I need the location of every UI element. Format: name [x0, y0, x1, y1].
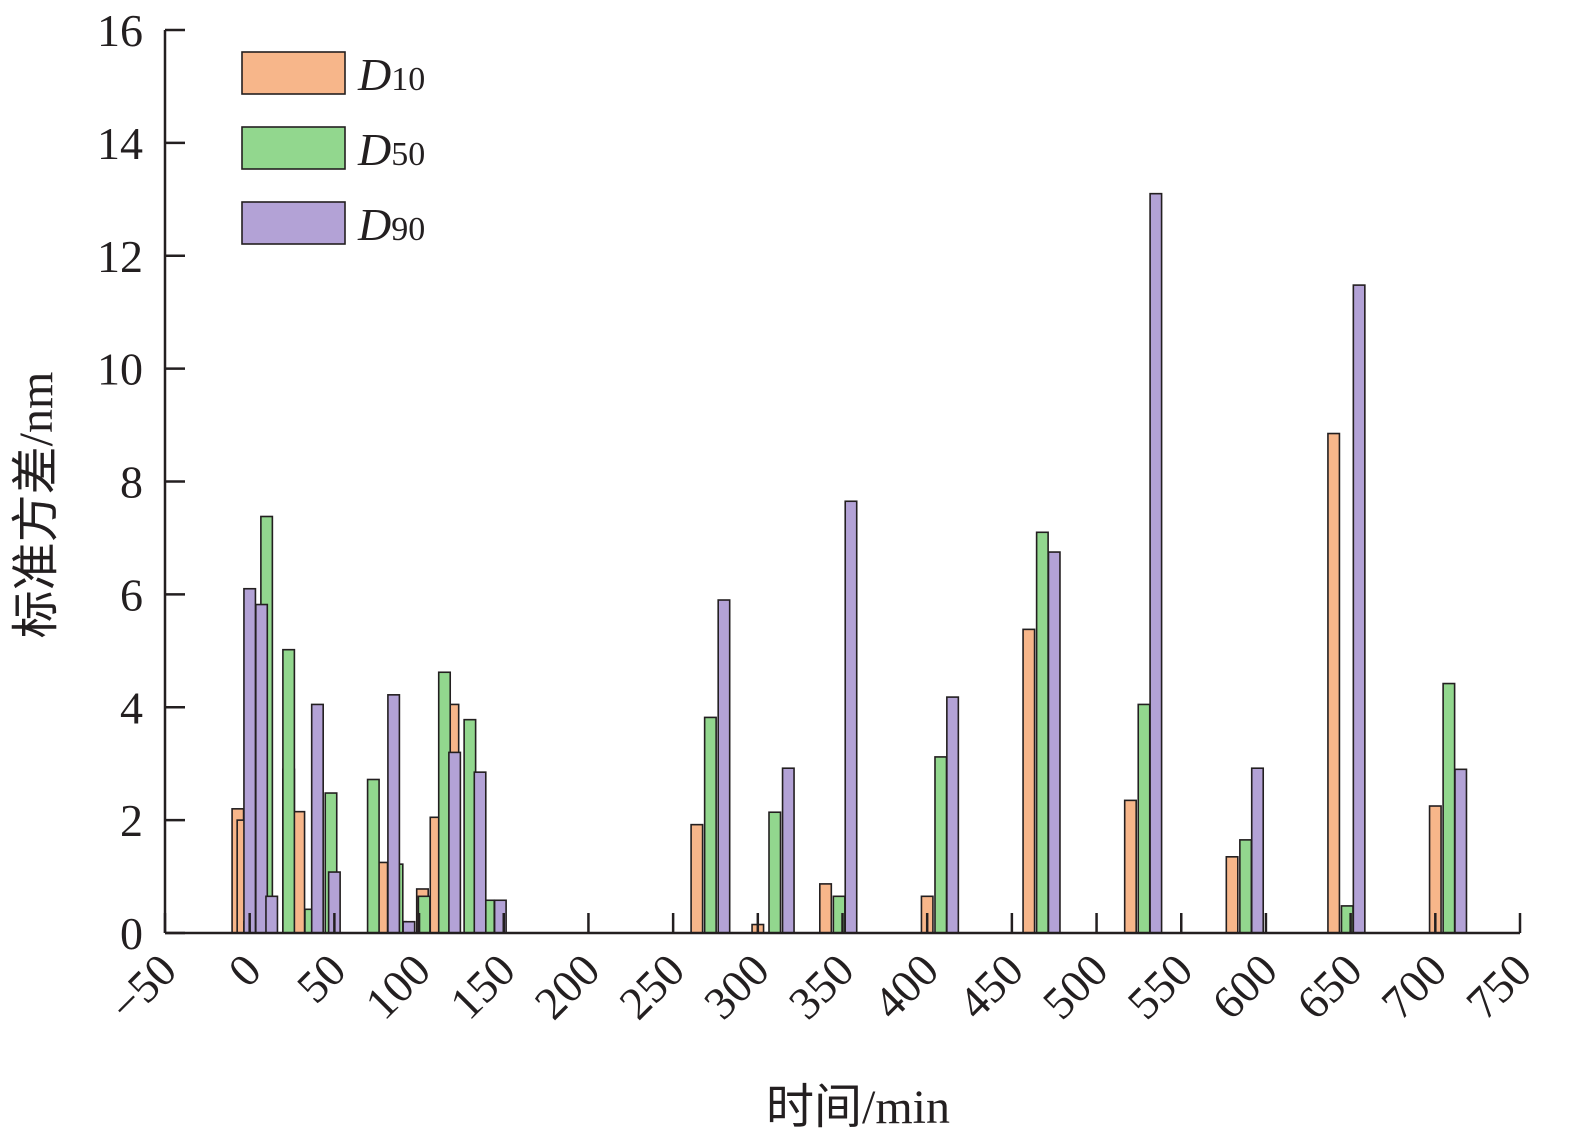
bar-d10 [690, 823, 704, 934]
bar-d90 [473, 771, 487, 934]
x-axis-title: 时间/min [766, 1081, 950, 1134]
y-axis-title: 标准方差/nm [10, 372, 63, 639]
legend-label-d90: D90 [357, 199, 425, 250]
x-tick-label: 550 [1117, 944, 1202, 1029]
bar-d90 [1352, 284, 1366, 934]
bars-layer [231, 192, 1468, 934]
y-tick-label: 2 [120, 795, 143, 846]
bar-d90 [946, 696, 960, 934]
legend-swatch-d50 [241, 126, 346, 170]
y-tick-label: 0 [120, 908, 143, 959]
bar-d90 [781, 767, 795, 934]
bar-d90 [1454, 768, 1468, 934]
bar-d50 [703, 716, 717, 934]
bar-d90 [310, 703, 324, 934]
x-tick-label: 100 [355, 944, 440, 1029]
y-tick-label: 6 [120, 569, 143, 620]
x-tick-label: 600 [1202, 944, 1287, 1029]
bar-d50 [934, 756, 948, 934]
y-tick-label: 12 [97, 231, 143, 282]
bar-d50 [366, 778, 380, 934]
legend-label-d10: D10 [357, 49, 425, 100]
bar-d50 [1442, 682, 1456, 934]
bar-d50 [1137, 703, 1151, 934]
bar-d90 [254, 603, 269, 934]
bar-d50 [768, 811, 782, 934]
bar-d90 [448, 751, 462, 934]
bar-d50 [1035, 531, 1049, 934]
bar-d10 [1327, 432, 1341, 934]
legend-swatch-d90 [241, 201, 346, 245]
x-tick-label: 200 [525, 944, 610, 1029]
x-tick-label: 700 [1372, 944, 1457, 1029]
bar-d90 [387, 694, 401, 934]
x-tick-label: 50 [287, 944, 356, 1013]
x-tick-label: 500 [1033, 944, 1118, 1029]
bar-d90 [717, 599, 731, 934]
y-tick-label: 10 [97, 344, 143, 395]
y-ticks: 0 2 4 6 8 10 12 14 16 [97, 5, 185, 959]
x-tick-label: 250 [609, 944, 694, 1029]
x-tick-label: 750 [1456, 944, 1541, 1029]
x-tick-label: 350 [779, 944, 864, 1029]
bar-d50 [282, 648, 296, 934]
x-tick-label: 150 [440, 944, 525, 1029]
legend-label-d50: D50 [357, 124, 425, 175]
y-tick-label: 16 [97, 5, 143, 56]
bar-d90 [1047, 551, 1061, 934]
bar-d50 [1239, 839, 1253, 934]
x-tick-label: −50 [99, 944, 186, 1031]
legend: D10 D50 D90 [241, 49, 425, 250]
bar-d10 [1022, 628, 1036, 934]
bar-d90 [243, 587, 257, 934]
bar-d90 [1149, 192, 1163, 934]
x-tick-label: 400 [863, 944, 948, 1029]
y-tick-label: 8 [120, 457, 143, 508]
bar-d90 [265, 895, 279, 934]
x-tick-label: 300 [694, 944, 779, 1029]
x-tick-label: 650 [1287, 944, 1372, 1029]
bar-d10 [1123, 799, 1137, 934]
y-tick-label: 4 [120, 682, 143, 733]
legend-swatch-d10 [241, 51, 346, 95]
bar-d10 [819, 883, 833, 934]
bar-d90 [402, 920, 416, 934]
bar-d90 [844, 500, 858, 934]
y-tick-label: 14 [97, 118, 143, 169]
bar-d10 [1225, 856, 1239, 934]
x-tick-label: 0 [218, 944, 270, 996]
bar-d90 [1250, 767, 1265, 934]
x-tick-label: 450 [948, 944, 1033, 1029]
